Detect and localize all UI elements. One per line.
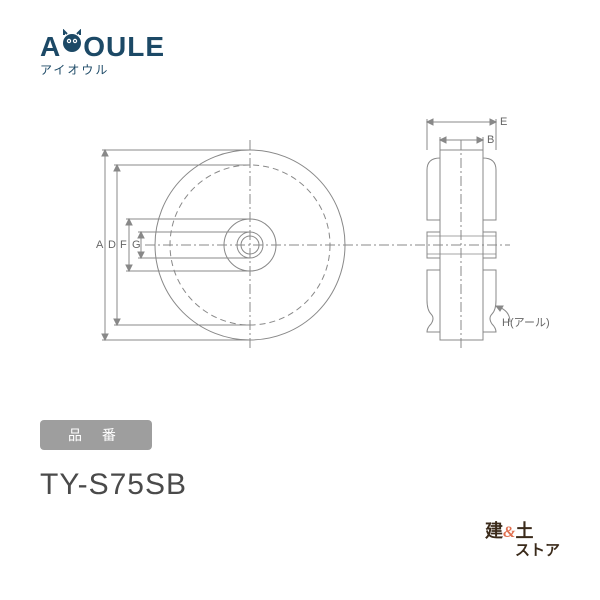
dim-label-d: D <box>108 239 116 251</box>
technical-diagram: A D F G E B H(アール) <box>40 100 560 380</box>
dim-label-e: E <box>500 116 507 128</box>
brand-logo-sub: アイオウル <box>40 61 165 78</box>
store-watermark: 建&土 ストア <box>485 517 560 560</box>
dim-label-h: H(アール) <box>502 317 550 329</box>
dim-label-f: F <box>120 239 127 251</box>
logo-prefix-text: A <box>40 31 61 63</box>
dim-label-g: G <box>132 239 141 251</box>
dim-label-b: B <box>487 134 494 146</box>
brand-logo: A OULE アイオウル <box>40 30 165 78</box>
owl-icon <box>62 29 82 62</box>
product-code: TY-S75SB <box>40 468 187 502</box>
logo-suffix-text: OULE <box>83 31 165 63</box>
store-part2: 土 <box>515 521 533 541</box>
store-name-line2: ストア <box>515 539 560 560</box>
product-section: 品 番 TY-S75SB <box>40 420 187 502</box>
brand-logo-main: A OULE <box>40 30 165 63</box>
dim-label-a: A <box>96 239 104 251</box>
store-ampersand: & <box>503 524 515 541</box>
store-part1: 建 <box>485 521 503 541</box>
product-label-badge: 品 番 <box>40 420 152 450</box>
